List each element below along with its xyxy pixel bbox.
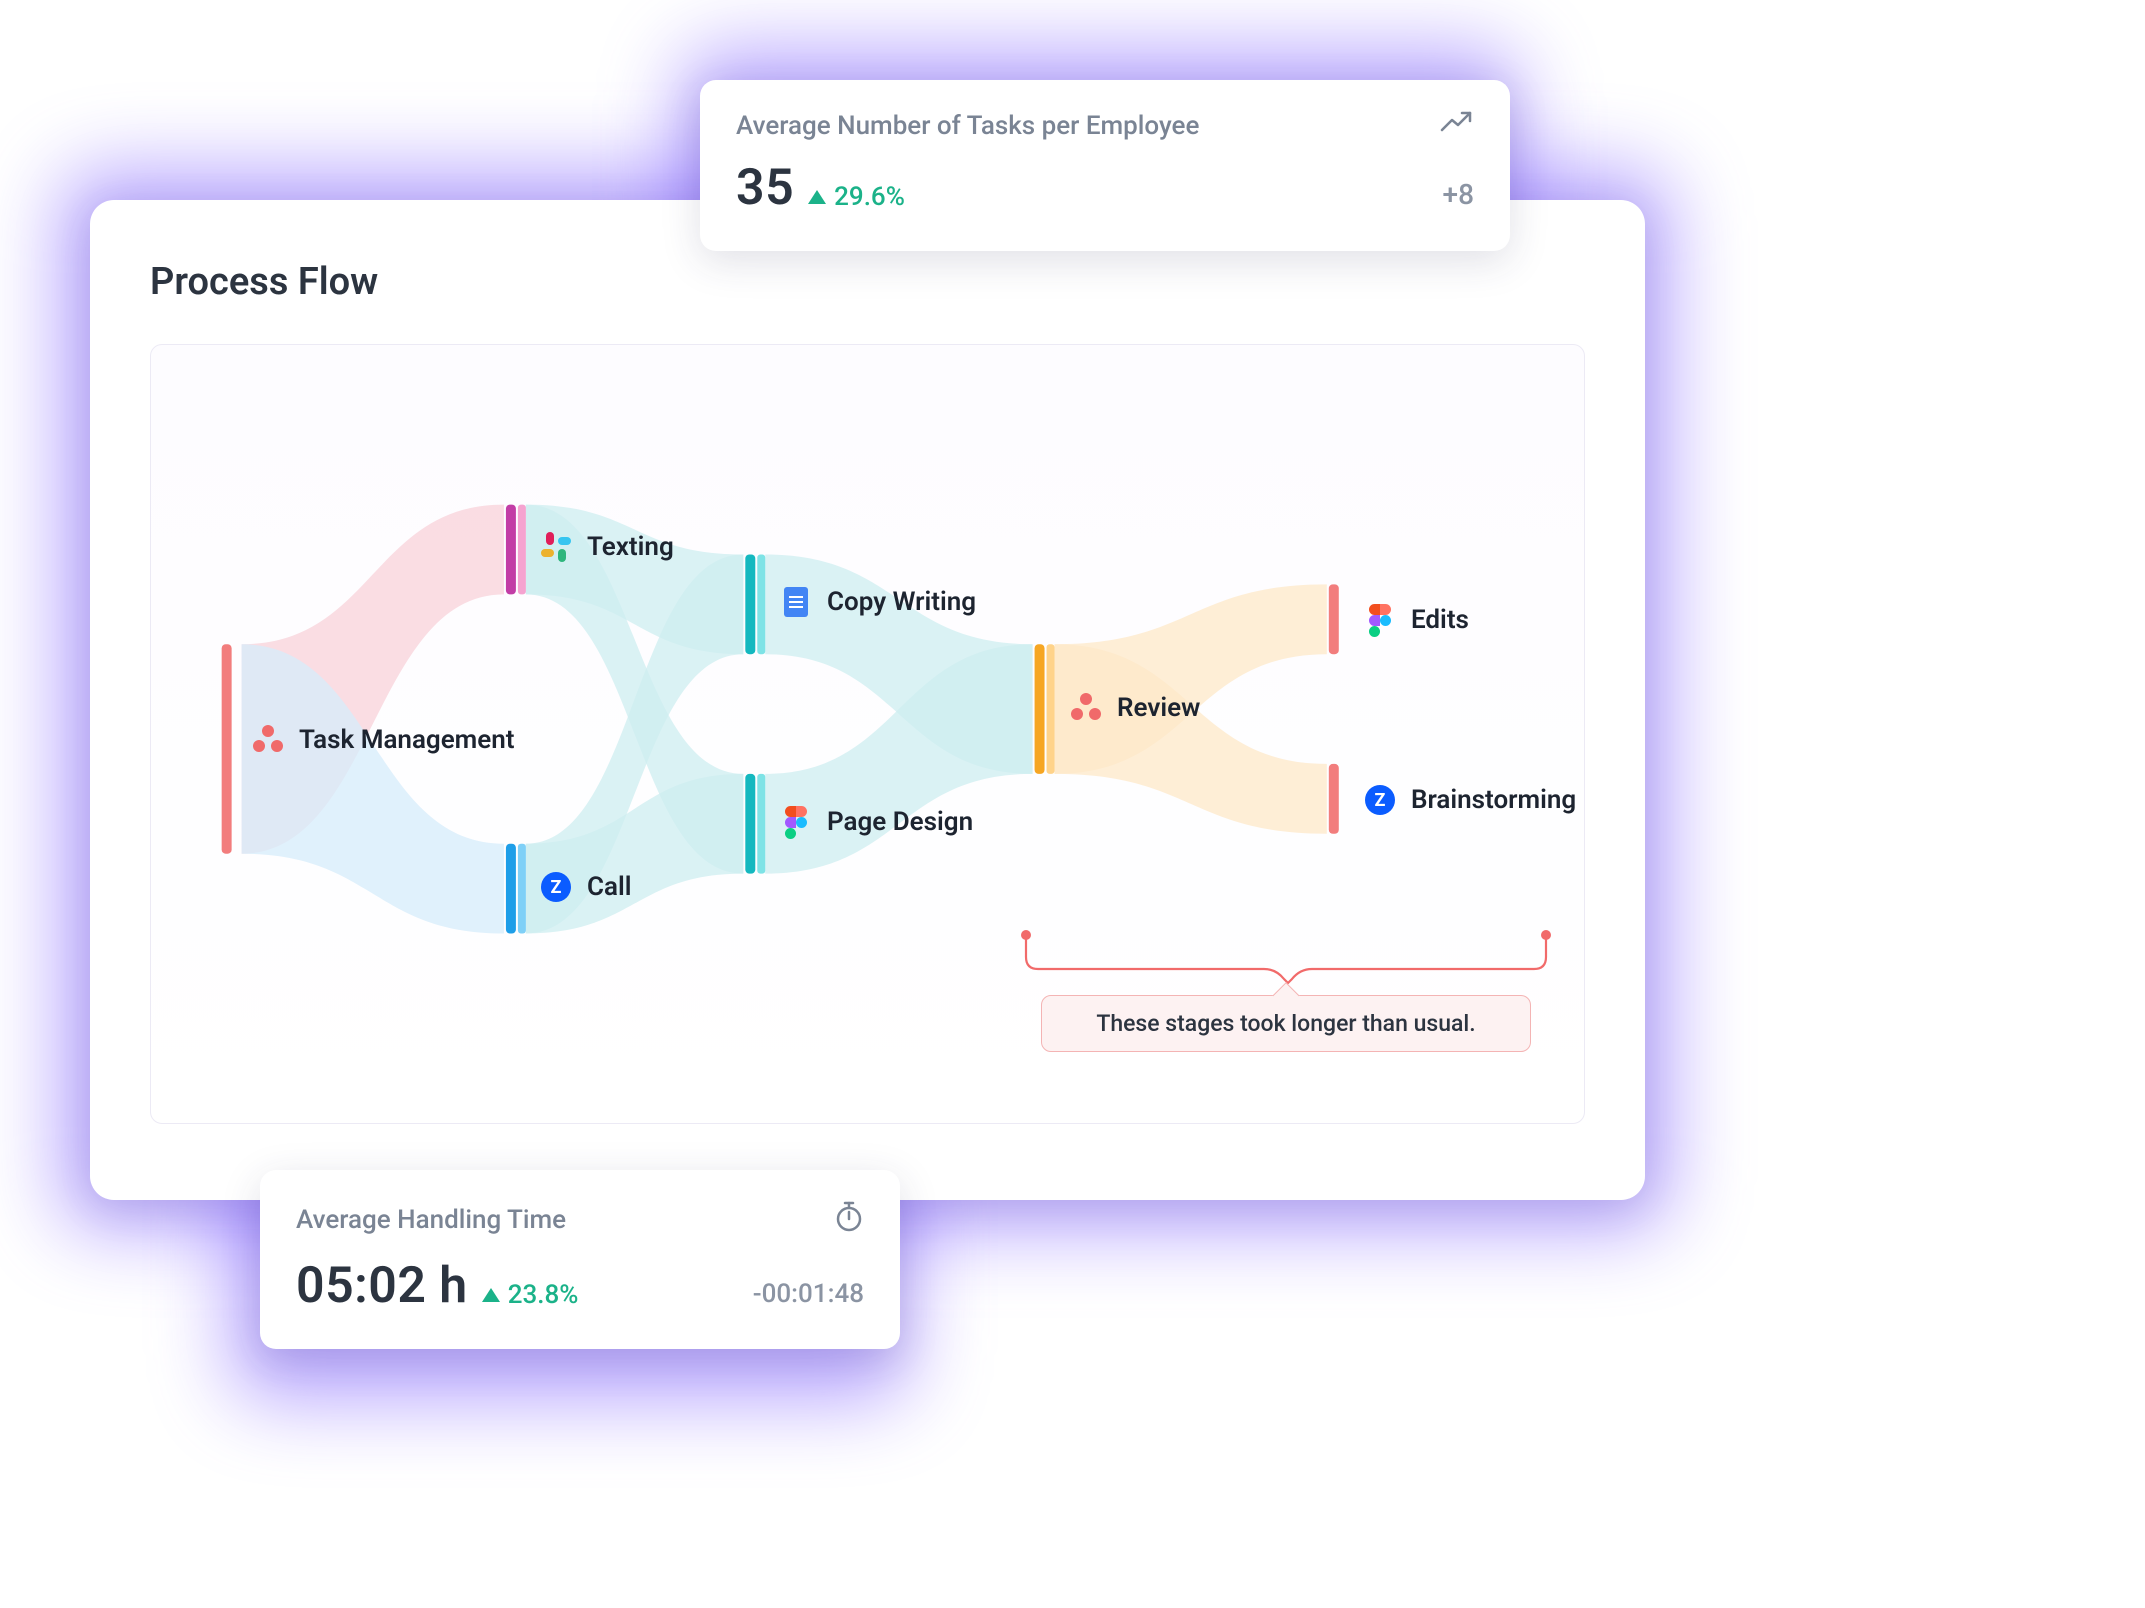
process-flow-title: Process Flow — [150, 260, 1585, 304]
figma-icon — [779, 805, 813, 839]
bracket-svg — [1006, 927, 1566, 987]
node-texting: Texting — [539, 530, 674, 564]
annotation-bracket: These stages took longer than usual. — [1006, 927, 1566, 1052]
asana-icon — [251, 723, 285, 757]
stat-value: 05:02 h — [296, 1257, 468, 1315]
slack-icon — [539, 530, 573, 564]
stat-row: 35 29.6% +8 — [736, 159, 1474, 217]
zoom-icon: Z — [539, 870, 573, 904]
stat-extra: +8 — [1443, 178, 1474, 211]
node-label: Review — [1117, 693, 1200, 723]
node-label: Task Management — [299, 725, 515, 755]
trend-up-icon — [1440, 110, 1474, 141]
stat-card-tasks: Average Number of Tasks per Employee 35 … — [700, 80, 1510, 251]
node-brainstorming: Z Brainstorming — [1363, 783, 1576, 817]
node-label: Edits — [1411, 605, 1469, 635]
stat-delta-pct: 29.6% — [834, 182, 905, 212]
node-label: Page Design — [827, 807, 973, 837]
stat-value: 35 — [736, 159, 794, 217]
node-call: Z Call — [539, 870, 631, 904]
figma-icon — [1363, 603, 1397, 637]
stopwatch-icon — [834, 1200, 864, 1239]
node-label: Call — [587, 872, 631, 902]
annotation-text: These stages took longer than usual. — [1041, 995, 1531, 1052]
node-label: Brainstorming — [1411, 785, 1576, 815]
zoom-icon: Z — [1363, 783, 1397, 817]
stat-title: Average Number of Tasks per Employee — [736, 110, 1474, 141]
node-review: Review — [1069, 691, 1200, 725]
process-flow-sankey: Task Management Texting Z Call Copy Writ… — [150, 344, 1585, 1124]
stat-title: Average Handling Time — [296, 1200, 864, 1239]
node-label: Copy Writing — [827, 587, 976, 617]
triangle-up-icon — [482, 1288, 500, 1302]
node-page-design: Page Design — [779, 805, 973, 839]
stat-title-text: Average Number of Tasks per Employee — [736, 111, 1199, 141]
node-copy-writing: Copy Writing — [779, 585, 976, 619]
stat-delta: 29.6% — [808, 182, 905, 212]
node-edits: Edits — [1363, 603, 1469, 637]
node-label: Texting — [587, 532, 674, 562]
process-flow-card: Process Flow Task Management Texting Z C… — [90, 200, 1645, 1200]
stat-title-text: Average Handling Time — [296, 1205, 566, 1235]
gdoc-icon — [779, 585, 813, 619]
asana-icon — [1069, 691, 1103, 725]
stat-row: 05:02 h 23.8% -00:01:48 — [296, 1257, 864, 1315]
stat-delta: 23.8% — [482, 1280, 579, 1310]
triangle-up-icon — [808, 190, 826, 204]
stat-extra: -00:01:48 — [753, 1279, 864, 1309]
stat-card-handling-time: Average Handling Time 05:02 h 23.8% -00:… — [260, 1170, 900, 1349]
node-task-management: Task Management — [251, 723, 515, 757]
stat-delta-pct: 23.8% — [508, 1280, 579, 1310]
